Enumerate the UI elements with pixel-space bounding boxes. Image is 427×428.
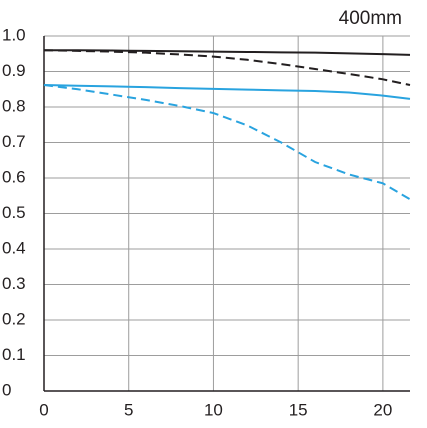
- series-line: [43, 49, 411, 86]
- y-tick-label: 0.9: [2, 61, 26, 80]
- series-line: [43, 83, 411, 201]
- x-tick-label: 5: [124, 400, 133, 419]
- y-tick-label: 0.3: [2, 274, 26, 293]
- y-tick-label: 0.5: [2, 203, 26, 222]
- x-tick-label: 0: [39, 400, 48, 419]
- x-tick-label: 10: [204, 400, 223, 419]
- y-tick-label: 0.1: [2, 345, 26, 364]
- y-tick-label: 0: [2, 380, 11, 399]
- y-tick-label: 0.2: [2, 309, 26, 328]
- y-tick-label: 1.0: [2, 25, 26, 44]
- x-tick-label: 15: [289, 400, 308, 419]
- series-line: [44, 49, 411, 56]
- series-line: [43, 83, 411, 100]
- y-tick-label: 0.4: [2, 238, 26, 257]
- chart-title: 400mm: [339, 8, 402, 29]
- x-tick-label: 20: [373, 400, 392, 419]
- y-tick-label: 0.7: [2, 132, 26, 151]
- y-tick-label: 0.8: [2, 96, 26, 115]
- y-tick-label: 0.6: [2, 167, 26, 186]
